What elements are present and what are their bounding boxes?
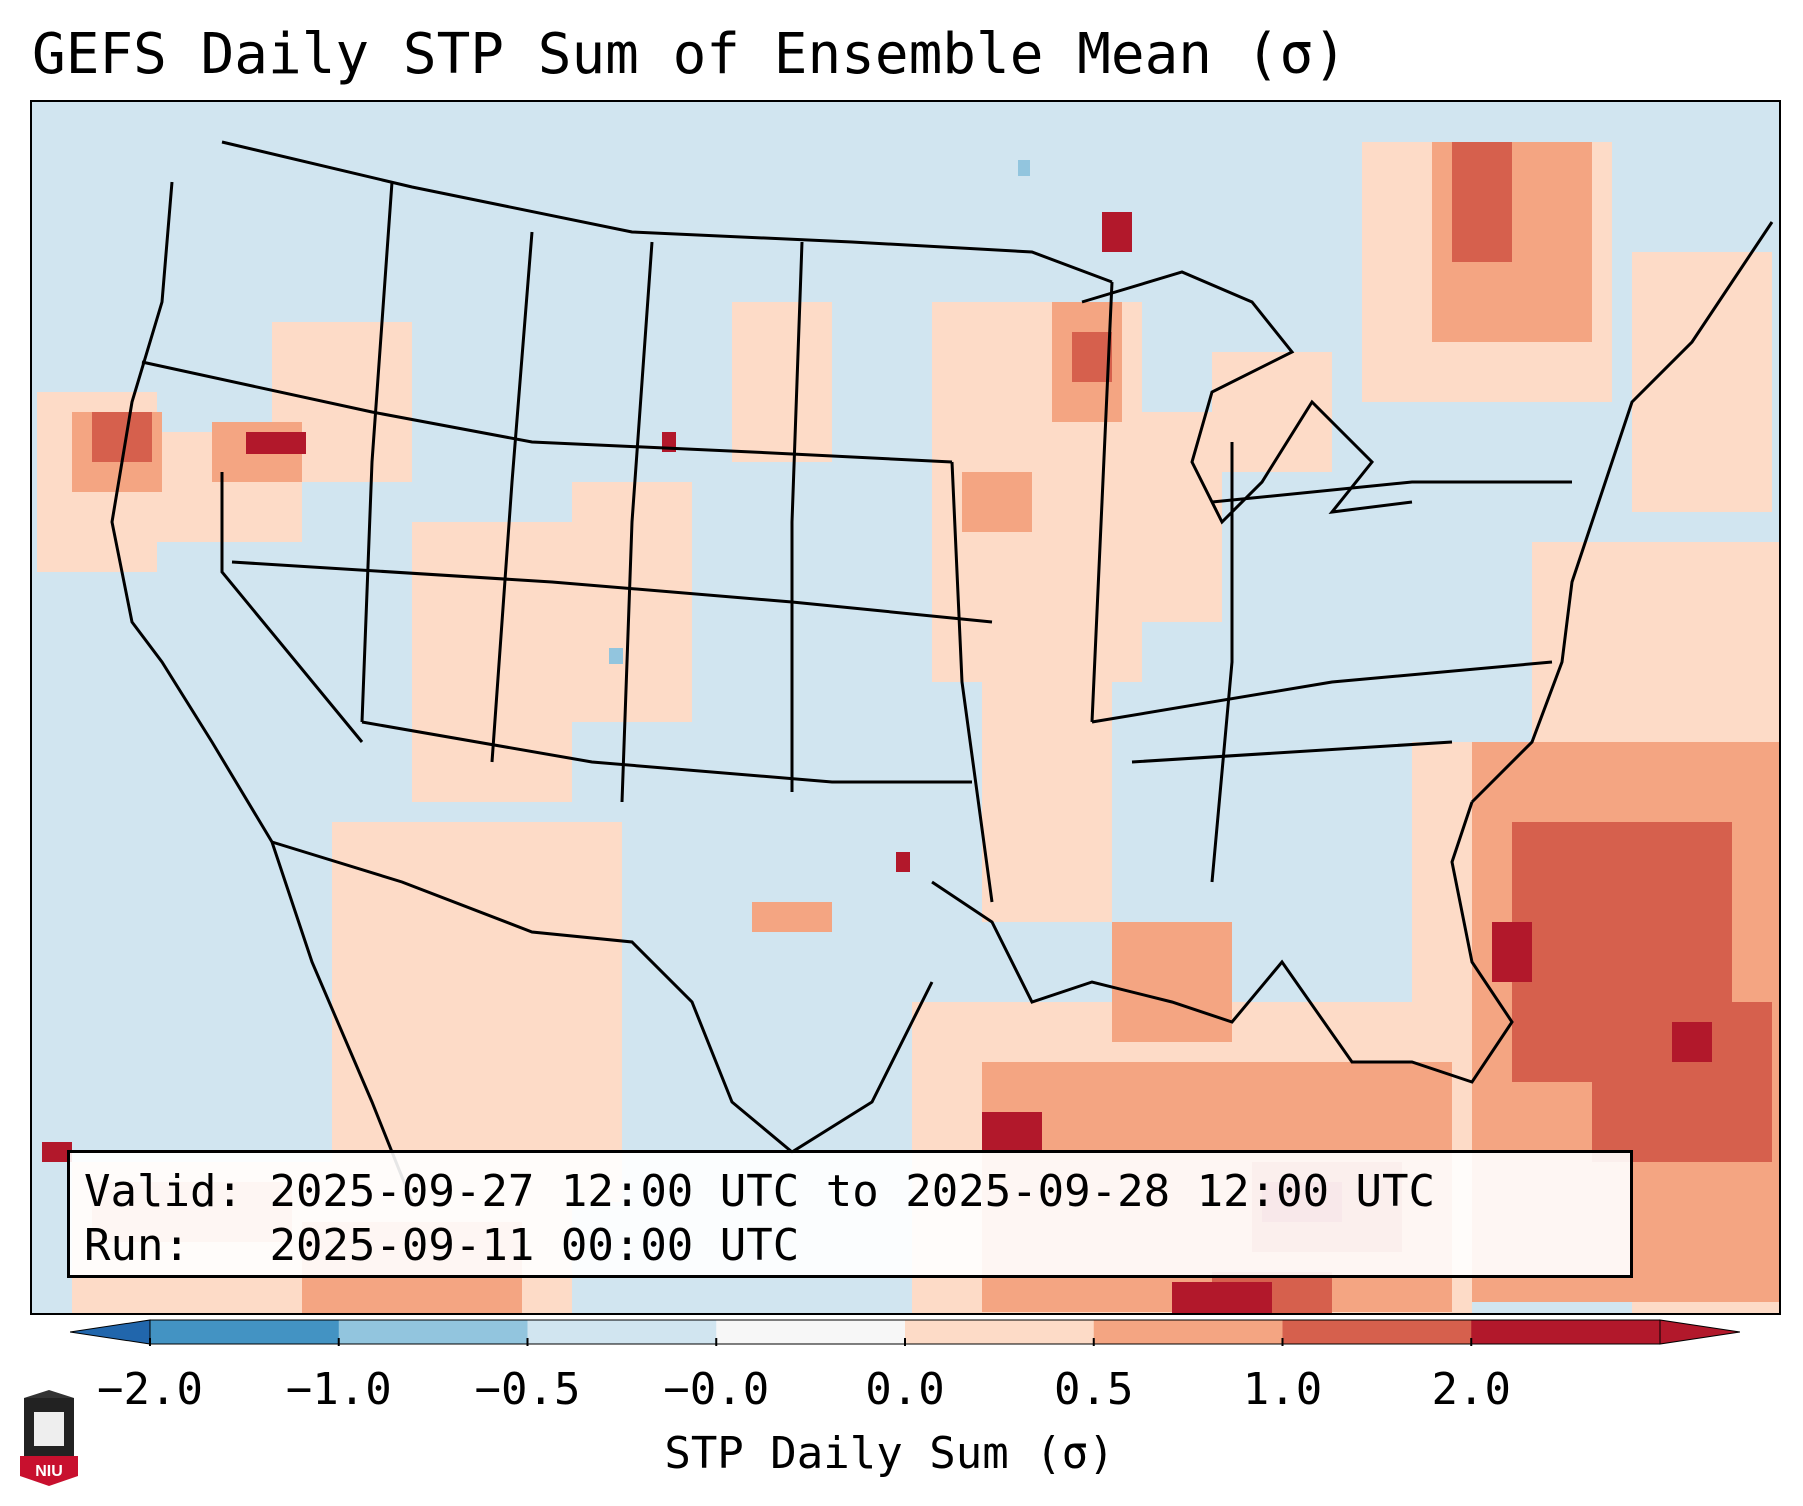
map-panel (30, 100, 1781, 1315)
west-coast (110, 181, 414, 1203)
eastern-states (1091, 480, 1572, 764)
colorbar-ticks (149, 1338, 1473, 1346)
colorbar-segment (716, 1320, 906, 1344)
colorbar-segment (338, 1320, 528, 1344)
colorbar (70, 1319, 1740, 1346)
colorbar-segment (150, 1320, 340, 1344)
colorbar-segment (1093, 1320, 1283, 1344)
colorbar-segment (1282, 1320, 1472, 1344)
mexico-border (271, 840, 934, 1154)
colorbar-segment (905, 1320, 1095, 1344)
plains-borders (141, 360, 993, 784)
colorbar-tick-label: 1.0 (1242, 1364, 1323, 1415)
map-svg (37, 140, 1779, 1313)
logo-text: NIU (35, 1463, 63, 1480)
central-states (950, 281, 1234, 903)
atlantic-coast (1470, 221, 1774, 804)
colorbar-tick-label: −1.0 (285, 1364, 392, 1415)
valid-line: Valid: 2025-09-27 12:00 UTC to 2025-09-2… (84, 1165, 1616, 1219)
mountain-states (360, 181, 804, 803)
nevada-border (220, 472, 364, 743)
logo-shield (20, 1456, 78, 1486)
boundaries (110, 140, 1774, 1203)
run-value: 2025-09-11 00:00 UTC (269, 1220, 800, 1271)
colorbar-segment (527, 1320, 717, 1344)
colorbar-label: STP Daily Sum (σ) (664, 1428, 1115, 1479)
colorbar-tick-label: −2.0 (97, 1364, 203, 1415)
colorbar-tick-label: 0.0 (865, 1364, 945, 1415)
anomaly-field-negative (609, 160, 1030, 664)
colorbar-tick-label: −0.5 (474, 1364, 581, 1415)
canada-us-border (221, 140, 1113, 284)
valid-label: Valid: (84, 1166, 243, 1217)
info-box: Valid: 2025-09-27 12:00 UTC to 2025-09-2… (67, 1150, 1633, 1278)
chart-title: GEFS Daily STP Sum of Ensemble Mean (σ) (32, 22, 1347, 87)
colorbar-tick-label: −0.0 (663, 1364, 770, 1415)
run-label: Run: (84, 1220, 190, 1271)
gulf-coast (931, 801, 1514, 1084)
colorbar-tick-label: 0.5 (1054, 1364, 1134, 1415)
valid-value: 2025-09-27 12:00 UTC to 2025-09-28 12:00… (269, 1166, 1436, 1217)
great-lakes (1081, 270, 1413, 525)
colorbar-segment (1471, 1320, 1661, 1344)
colorbar-over-triangle (1659, 1319, 1740, 1345)
logo-roof (24, 1390, 74, 1398)
colorbar-tick-label: 2.0 (1431, 1364, 1511, 1415)
niu-logo-icon: NIU (20, 1390, 78, 1486)
logo-window (34, 1412, 64, 1446)
colorbar-under-triangle (70, 1319, 151, 1345)
run-line: Run: 2025-09-11 00:00 UTC (84, 1219, 1616, 1273)
